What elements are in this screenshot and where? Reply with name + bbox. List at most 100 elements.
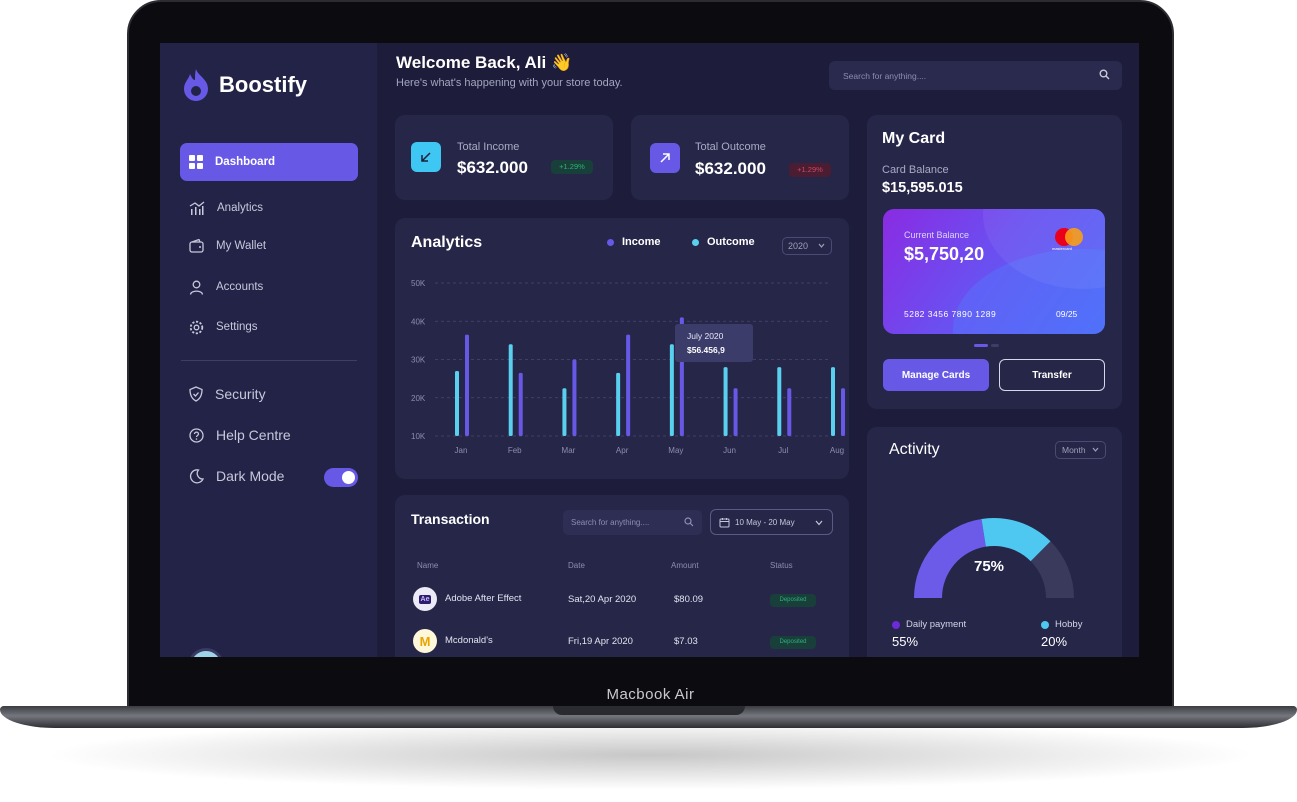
mastercard-logo-icon <box>1055 228 1083 246</box>
bar-outcome[interactable] <box>465 334 469 436</box>
outcome-icon-box <box>650 143 680 173</box>
bar-income[interactable] <box>616 372 621 436</box>
chevron-down-icon <box>818 243 825 248</box>
period-select[interactable]: Month <box>1055 441 1106 459</box>
activity-gauge <box>914 518 1074 598</box>
transaction-date: Sat,20 Apr 2020 <box>568 594 637 605</box>
year-select[interactable]: 2020 <box>782 237 832 255</box>
bar-income[interactable] <box>777 367 782 436</box>
x-tick-label: May <box>668 446 683 455</box>
sidebar-item-label: Accounts <box>216 281 264 293</box>
analytics-bar-chart: 10K 20K 30K 40K 50K Jan Feb Mar Apr May Jun Jul Aug J… <box>411 279 845 455</box>
sidebar-item-security[interactable]: Security <box>180 375 358 413</box>
arrow-up-right-icon <box>660 153 670 163</box>
transaction-search-input[interactable]: Search for anything.... <box>563 510 702 535</box>
current-balance-label: Current Balance <box>904 230 970 240</box>
sidebar-item-settings[interactable]: Settings <box>180 308 358 346</box>
x-tick-label: Feb <box>508 446 522 455</box>
analytics-title: Analytics <box>411 234 483 251</box>
chevron-down-icon <box>815 520 823 526</box>
bar-income[interactable] <box>831 367 835 436</box>
adobe-after-effects-logo: Ae <box>413 587 437 611</box>
stat-label: Total Outcome <box>695 141 766 153</box>
calendar-icon <box>719 517 730 527</box>
credit-card[interactable]: Current Balance $5,750,20 mastercard 528… <box>883 209 1105 334</box>
sidebar-item-help-centre[interactable]: Help Centre <box>180 416 358 454</box>
flame-icon <box>184 69 208 101</box>
bar-income[interactable] <box>508 344 513 436</box>
page-subtitle: Here's what's happening with your store … <box>396 77 623 89</box>
arrow-down-left-icon <box>421 152 431 162</box>
legend-label: Outcome <box>707 236 755 248</box>
legend-daily-payment: Daily payment <box>892 619 966 630</box>
search-placeholder: Search for anything.... <box>843 70 927 81</box>
sidebar-item-my-wallet[interactable]: My Wallet <box>180 227 358 265</box>
mcdonalds-logo: M <box>413 629 437 653</box>
period-value: Month <box>1062 445 1086 455</box>
sidebar-divider <box>181 360 357 361</box>
manage-cards-button[interactable]: Manage Cards <box>883 359 989 391</box>
bar-outcome[interactable] <box>626 334 631 436</box>
sidebar-item-label: My Wallet <box>216 240 267 252</box>
sidebar-item-label: Analytics <box>217 202 264 214</box>
bar-outcome[interactable] <box>841 388 845 436</box>
x-tick-label: Jun <box>723 446 736 455</box>
moon-icon <box>189 468 204 483</box>
sidebar-item-label: Security <box>215 386 266 402</box>
bar-outcome[interactable] <box>733 388 738 436</box>
transaction-name: Adobe After Effect <box>445 593 522 604</box>
date-range-value: 10 May - 20 May <box>735 517 795 527</box>
chart-tooltip <box>675 324 753 362</box>
sidebar-item-accounts[interactable]: Accounts <box>180 268 358 306</box>
grid-icon <box>189 155 203 169</box>
avatar[interactable] <box>188 648 224 657</box>
year-value: 2020 <box>788 241 809 251</box>
brand-logo[interactable]: Boostify <box>181 68 307 102</box>
stat-value: $632.000 <box>457 158 528 177</box>
carousel-dot[interactable] <box>991 344 999 347</box>
change-badge: +1.29% <box>551 160 593 174</box>
gauge-segment-hobby <box>981 518 1051 562</box>
search-input[interactable]: Search for anything.... <box>829 61 1122 90</box>
bar-income[interactable] <box>562 388 567 436</box>
total-outcome-card: Total Outcome $632.000 +1.29% <box>631 115 849 200</box>
laptop-base <box>0 706 1297 728</box>
bar-outcome[interactable] <box>518 372 523 436</box>
my-card-panel: My Card Card Balance $15,595.015 Current… <box>867 115 1122 409</box>
sidebar-item-dark-mode: Dark Mode <box>180 457 358 495</box>
chevron-down-icon <box>1092 447 1099 452</box>
card-brand-text: mastercard <box>1052 246 1073 251</box>
bar-income[interactable] <box>723 367 728 436</box>
sidebar-item-dashboard[interactable]: Dashboard <box>180 143 358 181</box>
transaction-amount: $80.09 <box>674 594 704 605</box>
tooltip-value: $56.456,9 <box>687 345 725 355</box>
gauge-percentage: 75% <box>974 558 1005 575</box>
legend-value: 55% <box>892 634 919 649</box>
dark-mode-toggle[interactable] <box>324 468 358 487</box>
stat-value: $632.000 <box>695 159 766 178</box>
bar-outcome[interactable] <box>572 359 577 437</box>
legend-value: 20% <box>1041 634 1068 649</box>
date-range-picker[interactable]: 10 May - 20 May <box>710 509 833 535</box>
income-icon-box <box>411 142 441 172</box>
laptop-hinge-notch <box>553 706 745 715</box>
y-tick-label: 10K <box>411 432 426 441</box>
x-tick-label: Aug <box>830 446 844 455</box>
card-carousel-dots[interactable] <box>974 344 999 347</box>
search-icon[interactable] <box>1099 69 1110 80</box>
y-tick-label: 30K <box>411 356 426 365</box>
bar-income[interactable] <box>455 370 459 436</box>
legend-outcome: Outcome <box>692 236 755 248</box>
bar-outcome[interactable] <box>787 388 792 436</box>
carousel-dot-active[interactable] <box>974 344 988 347</box>
bar-income[interactable] <box>669 344 674 436</box>
sidebar-item-analytics[interactable]: Analytics <box>180 189 358 227</box>
transfer-button[interactable]: Transfer <box>999 359 1105 391</box>
legend-hobby: Hobby <box>1041 619 1082 630</box>
sidebar-item-label: Help Centre <box>216 427 291 443</box>
sidebar-item-label: Settings <box>216 321 258 333</box>
change-badge: +1.29% <box>789 163 831 177</box>
laptop-shadow <box>40 720 1260 790</box>
gauge-segment-remaining <box>1030 541 1074 598</box>
search-icon[interactable] <box>684 517 694 527</box>
